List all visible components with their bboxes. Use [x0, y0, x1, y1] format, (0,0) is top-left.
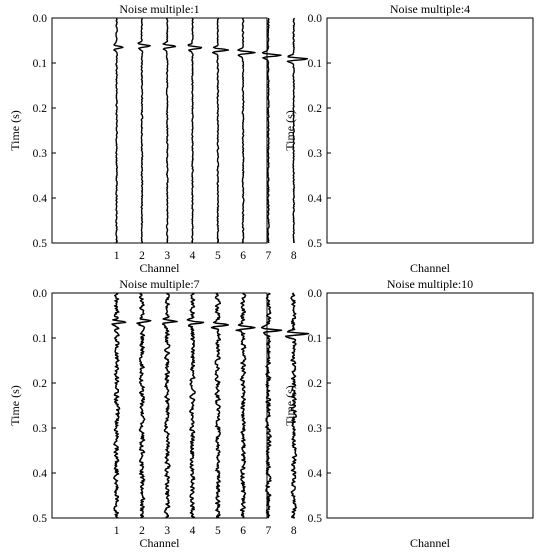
trace-channel-7	[260, 292, 283, 519]
x-tick-label: 2	[139, 525, 145, 537]
y-tick-label: 0.4	[33, 193, 48, 205]
plot-frame	[51, 292, 268, 519]
x-axis-label: Channel	[410, 261, 451, 275]
trace-channel-8	[286, 17, 309, 244]
trace-channel-6	[235, 292, 256, 519]
x-tick-label: 7	[266, 250, 272, 262]
trace-channel-3	[162, 17, 177, 244]
x-tick-label: 1	[114, 250, 120, 262]
trace-channel-2	[137, 17, 151, 244]
x-axis-label: Channel	[140, 261, 181, 275]
y-tick-label: 0.5	[33, 513, 48, 525]
y-tick-label: 0.0	[308, 13, 323, 25]
x-axis-label: Channel	[140, 536, 181, 550]
chart-panel-3: Noise multiple:7 0.0 0.1 0.2 0.3 0.4 0.5 1 2 3 4 5 6…	[8, 277, 310, 550]
trace-channel-3	[162, 292, 178, 519]
x-tick-label: 2	[139, 250, 145, 262]
x-tick-label: 4	[190, 525, 196, 537]
y-tick-label: 0.5	[33, 238, 48, 250]
trace-channel-8	[284, 292, 310, 519]
plot-frame	[326, 17, 534, 244]
y-tick-label: 0.2	[33, 103, 48, 115]
y-tick-label: 0.1	[33, 333, 48, 345]
y-tick-label: 0.3	[308, 148, 323, 160]
y-tick-label: 0.1	[308, 333, 323, 345]
y-tick-label: 0.4	[33, 468, 48, 480]
trace-channel-7	[261, 17, 282, 244]
trace-channel-5	[211, 17, 230, 244]
plot-frame	[326, 292, 534, 519]
trace-channel-4	[187, 17, 203, 244]
trace-channel-6	[237, 17, 256, 244]
chart-title: Noise multiple:1	[119, 2, 199, 16]
x-tick-label: 3	[164, 250, 170, 262]
chart-title: Noise multiple:7	[119, 277, 199, 291]
x-tick-label: 8	[291, 250, 297, 262]
y-tick-label: 0.1	[33, 58, 48, 70]
y-tick-label: 0.5	[308, 238, 323, 250]
y-tick-label: 0.0	[308, 288, 323, 300]
trace-channel-5	[210, 292, 230, 519]
y-tick-label: 0.5	[308, 513, 323, 525]
x-tick-label: 6	[240, 525, 246, 537]
y-tick-label: 0.3	[33, 148, 48, 160]
y-axis-label: Time (s)	[283, 385, 297, 426]
trace-channel-2	[136, 292, 152, 519]
trace-channel-1	[113, 17, 124, 244]
y-axis-label: Time (s)	[8, 110, 22, 151]
chart-panel-1: Noise multiple:1 0.0 0.1 0.2 0.3 0.4 0.5 1 2 3 4 5 6…	[8, 2, 309, 275]
x-tick-label: 3	[164, 525, 170, 537]
chart-title: Noise multiple:10	[387, 277, 473, 291]
x-tick-label: 8	[291, 525, 297, 537]
x-tick-label: 4	[190, 250, 196, 262]
y-tick-label: 0.3	[33, 423, 48, 435]
y-tick-label: 0.2	[308, 103, 323, 115]
y-tick-label: 0.4	[308, 193, 323, 205]
y-axis-label: Time (s)	[8, 385, 22, 426]
x-tick-label: 5	[215, 250, 221, 262]
chart-panel-4: Noise multiple:100.00.10.20.30.40.512345…	[283, 277, 534, 550]
x-axis-label: Channel	[410, 536, 451, 550]
trace-channel-1	[111, 292, 127, 519]
y-tick-label: 0.2	[308, 378, 323, 390]
x-tick-label: 7	[266, 525, 272, 537]
y-tick-label: 0.0	[33, 13, 48, 25]
plot-frame	[51, 17, 268, 244]
chart-title: Noise multiple:4	[390, 2, 470, 16]
x-tick-label: 1	[114, 525, 120, 537]
y-tick-label: 0.2	[33, 378, 48, 390]
y-axis-label: Time (s)	[283, 110, 297, 151]
x-tick-label: 6	[240, 250, 246, 262]
y-tick-label: 0.0	[33, 288, 48, 300]
chart-panel-2: Noise multiple:40.00.10.20.30.40.5123456…	[283, 2, 534, 275]
x-tick-label: 5	[215, 525, 221, 537]
y-tick-label: 0.3	[308, 423, 323, 435]
trace-channel-4	[186, 292, 205, 519]
y-tick-label: 0.1	[308, 58, 323, 70]
y-tick-label: 0.4	[308, 468, 323, 480]
